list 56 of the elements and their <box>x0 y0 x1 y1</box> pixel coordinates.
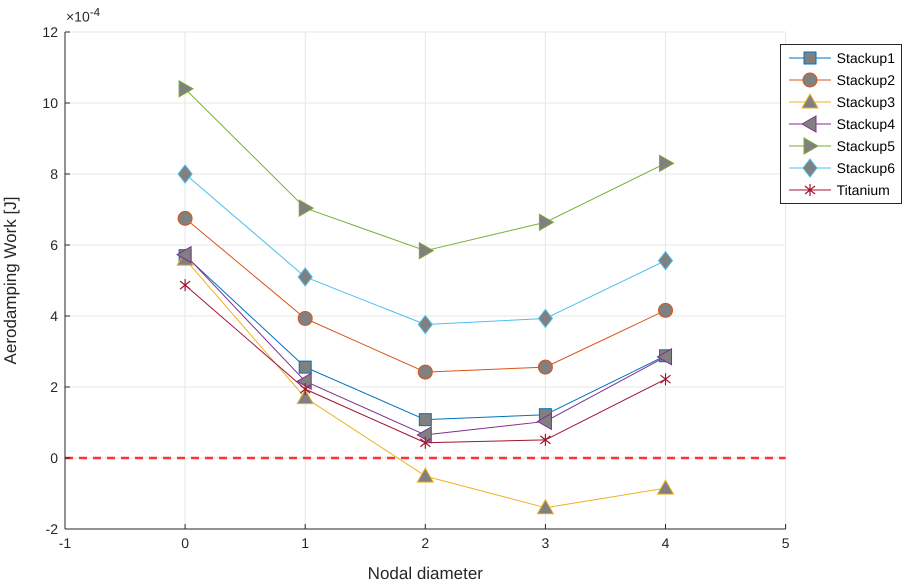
point <box>659 154 674 172</box>
point <box>298 200 314 217</box>
point <box>418 315 433 334</box>
x-tick-label: 2 <box>421 534 430 551</box>
point <box>178 164 193 184</box>
point <box>536 412 552 430</box>
point <box>178 210 193 226</box>
point <box>180 278 191 292</box>
x-tick-label: 0 <box>181 534 190 551</box>
legend-label: Stackup4 <box>836 116 895 132</box>
y-tick-label: 10 <box>42 94 58 111</box>
point <box>657 480 674 495</box>
y-tick-label: 6 <box>50 236 58 253</box>
y-tick-label: 8 <box>50 166 58 182</box>
legend-label: Stackup3 <box>836 94 895 110</box>
x-tick-label: 1 <box>301 534 310 551</box>
point <box>538 360 553 375</box>
point <box>298 267 313 286</box>
point <box>538 214 554 231</box>
x-tick-label: 4 <box>662 534 670 551</box>
point <box>418 364 433 380</box>
point <box>418 242 434 260</box>
point <box>660 372 672 386</box>
legend-label: Stackup6 <box>836 160 895 176</box>
point <box>416 468 434 483</box>
x-axis-title: Nodal diameter <box>368 564 484 583</box>
legend-label: Stackup5 <box>836 138 895 154</box>
x-tick-label: -1 <box>58 534 72 551</box>
point <box>178 80 194 98</box>
point <box>536 499 554 514</box>
point <box>298 310 313 326</box>
point <box>418 413 432 426</box>
point <box>658 251 674 270</box>
y-tick-label: 2 <box>50 378 58 395</box>
point <box>298 360 312 374</box>
point <box>540 433 552 446</box>
point <box>657 348 672 366</box>
point <box>420 436 431 450</box>
point <box>416 426 432 444</box>
point <box>538 308 553 328</box>
point <box>658 302 674 318</box>
x-tick-label: 3 <box>542 534 550 551</box>
y-axis-title: Aerodamping Work [J] <box>1 196 20 364</box>
text: ×10$^{-4}$ <box>66 6 100 25</box>
y-tick-label: 4 <box>50 308 58 324</box>
y-tick-label: 0 <box>50 450 58 466</box>
legend-label: Stackup2 <box>836 72 895 88</box>
y-tick-label: -2 <box>46 520 58 537</box>
legend-label: Titanium <box>836 182 890 198</box>
legend-label: Stackup1 <box>836 50 895 66</box>
x-tick-label: 5 <box>782 534 790 551</box>
point <box>176 246 192 264</box>
point <box>300 382 311 396</box>
y-tick-label: 12 <box>42 24 58 40</box>
point <box>296 389 314 404</box>
point <box>296 372 312 390</box>
